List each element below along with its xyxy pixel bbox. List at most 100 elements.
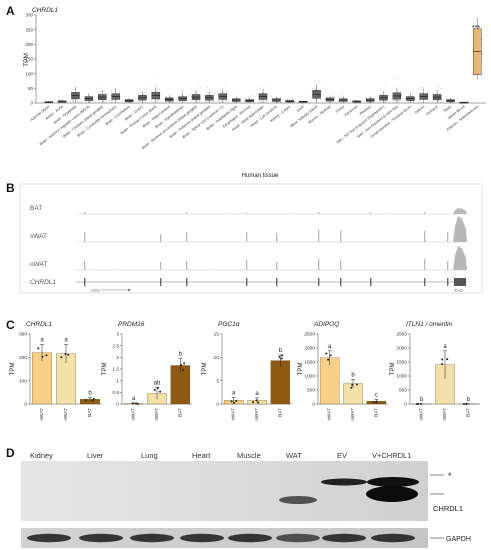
chart-a-point — [338, 100, 340, 102]
data-point — [135, 402, 138, 405]
chart-a-point — [394, 99, 396, 101]
chart-a-point — [170, 96, 171, 98]
chart-a-point — [156, 84, 158, 86]
chart-a-point — [143, 93, 145, 95]
gapdh-band — [371, 533, 415, 543]
chart-a-point — [131, 98, 133, 100]
chart-a-point — [395, 100, 397, 102]
chart-a-point — [119, 91, 121, 93]
bar-chart-y-tick-label: 500 — [307, 388, 315, 394]
significance-letter: b — [420, 397, 424, 403]
chart-a-point — [169, 101, 171, 103]
chart-a-point — [103, 100, 105, 102]
chart-a-point — [315, 88, 317, 90]
chart-a-point — [367, 101, 369, 103]
chart-a-point — [342, 96, 344, 98]
chart-a-point — [365, 97, 367, 99]
chart-a-point — [341, 101, 343, 103]
chart-a-point — [170, 101, 172, 103]
data-point — [463, 402, 466, 405]
significance-letter: a — [232, 390, 236, 396]
data-point — [278, 355, 281, 358]
significance-letter: a — [255, 391, 259, 397]
track-tail-peak — [453, 216, 467, 242]
bar-chart-x-tick-label: oWAT — [254, 408, 260, 421]
chart-a-point — [438, 84, 439, 86]
chart-a-point — [370, 101, 372, 103]
chart-a-point — [340, 92, 342, 94]
chart-a-point — [378, 101, 380, 102]
bar-chart-y-tick-label: 10 — [214, 355, 220, 361]
track-label-bat: BAT — [30, 205, 42, 212]
significance-letter: ab — [154, 381, 161, 387]
chart-a-x-tick-label: Testis — [442, 105, 452, 114]
bar-chart-gene-title: ADIPOQ — [313, 321, 339, 328]
chart-a-point — [86, 100, 87, 102]
chart-a-point — [157, 99, 159, 101]
bar-chart-y-tick-label: 2000 — [304, 346, 315, 352]
bar-chart-y-tick-label: 100 — [19, 378, 27, 384]
chart-a-point — [298, 100, 300, 102]
chart-a-point — [265, 100, 267, 102]
data-point — [329, 354, 332, 357]
track-bars — [76, 208, 467, 271]
bar-chart-y-tick-label: 1500 — [396, 360, 407, 366]
data-point — [131, 402, 134, 405]
bar-chart-x-tick-label: oWAT — [154, 408, 160, 421]
data-point — [183, 362, 186, 365]
chart-a-point — [159, 89, 160, 91]
chart-a-point — [218, 100, 220, 102]
bar-chart-ylabel: TPM — [202, 363, 208, 376]
gene-exon — [246, 278, 248, 286]
gene-exon — [318, 278, 320, 286]
data-point — [41, 355, 44, 358]
chart-a-point — [224, 99, 226, 101]
track-peak — [340, 260, 342, 270]
bar-chart-x-tick-label: sWAT — [327, 408, 333, 421]
bar-chart-y-tick-label: 0 — [216, 402, 219, 408]
chart-a-point — [438, 100, 440, 102]
chart-a-xlabel: Human tissue — [242, 173, 279, 179]
chart-a-point — [62, 99, 64, 101]
gene-label-chrdl1: CHRDL1 — [30, 279, 56, 286]
chart-a-point — [145, 84, 147, 86]
panel-letter-a: A — [6, 4, 15, 18]
chart-a-boxes — [44, 17, 482, 104]
chart-a-point — [237, 97, 239, 99]
bar-bat — [270, 360, 291, 405]
gene-exon — [84, 278, 86, 286]
bar-chart-y-tick-label: 0 — [404, 402, 407, 408]
track-peak — [318, 259, 320, 270]
chart-a-point — [150, 99, 152, 101]
bar-chart-ylabel: TPM — [390, 363, 396, 376]
chart-a-point — [274, 97, 276, 99]
lane-label-wat: WAT — [286, 451, 302, 460]
start-codon-label: ATG — [91, 288, 100, 293]
chart-a-point — [240, 101, 242, 103]
chart-a-point — [193, 93, 195, 95]
data-point — [180, 364, 183, 367]
chart-a-point — [306, 100, 308, 102]
chart-a-point — [129, 101, 131, 103]
chart-a-point — [437, 99, 439, 101]
chart-a-point — [313, 98, 315, 100]
chart-a-point — [332, 96, 334, 98]
chart-a-point — [199, 87, 201, 89]
chart-a-point — [266, 99, 268, 101]
chart-a-point — [458, 102, 460, 104]
data-point — [252, 401, 255, 404]
bar-chart-0: CHRDL1 TPM 0 100 200 300 a sWAT a oWAT b BAT — [10, 321, 102, 421]
gene-exons — [84, 278, 466, 286]
chart-a-point — [379, 94, 381, 95]
data-point — [85, 399, 88, 402]
bar-chart-x-tick-label: BAT — [177, 408, 183, 417]
data-point — [419, 402, 422, 405]
bar-chart-y-tick-label: 5 — [216, 378, 219, 384]
chart-a-point — [319, 81, 321, 83]
chart-a-point — [168, 101, 169, 103]
bar-chart-gene-title: PGC1α — [218, 321, 240, 328]
chart-a-point — [338, 101, 340, 103]
chart-a-point — [112, 99, 114, 101]
gene-exon — [340, 278, 342, 286]
